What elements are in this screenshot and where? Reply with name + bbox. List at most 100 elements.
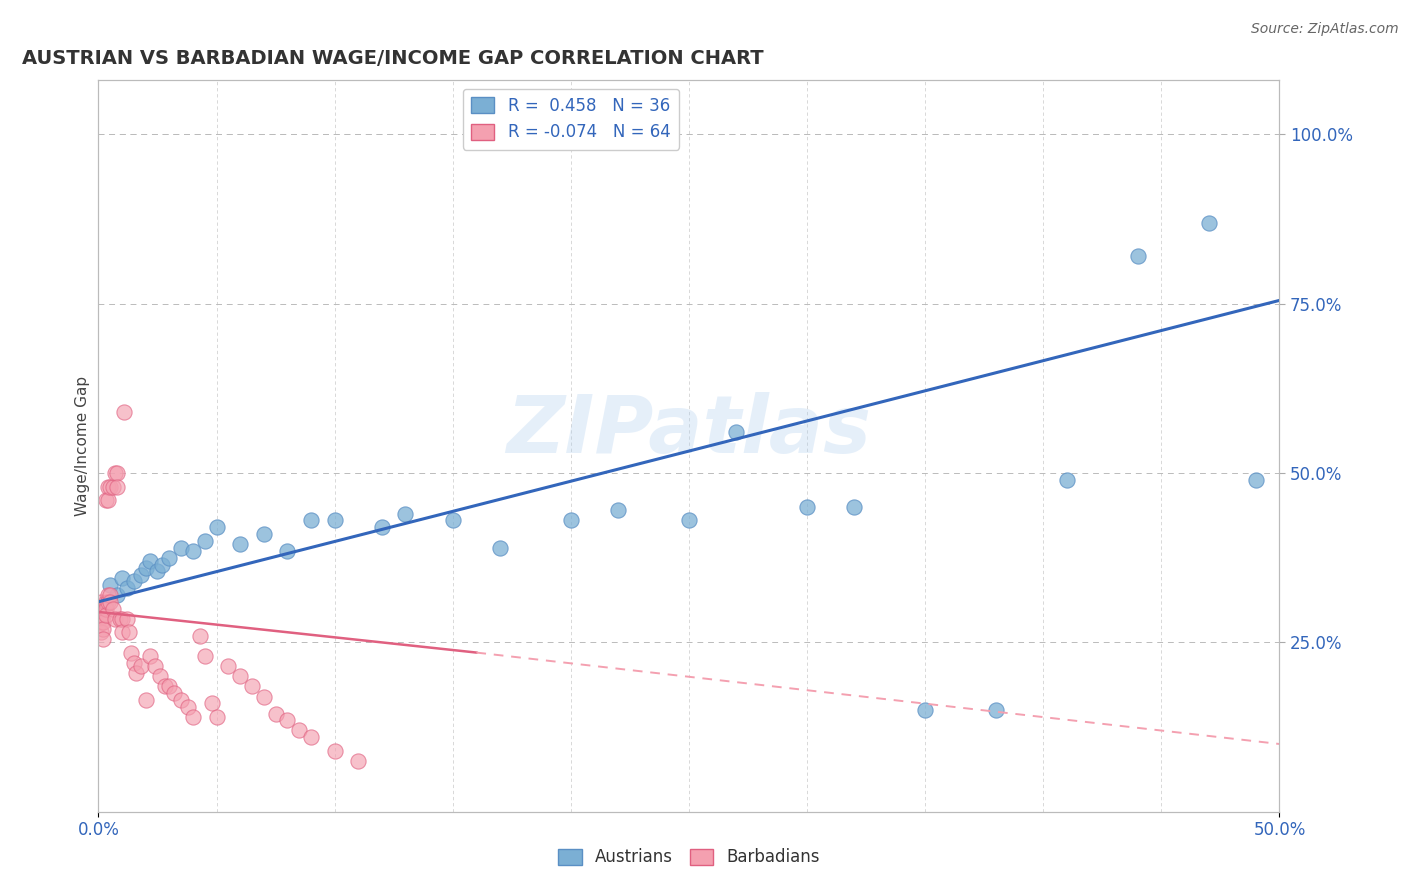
Point bbox=[112, 405, 135, 419]
Point bbox=[98, 588, 121, 602]
Point bbox=[1126, 249, 1149, 263]
Point bbox=[217, 659, 239, 673]
Point bbox=[87, 612, 110, 626]
Point bbox=[87, 618, 110, 632]
Point bbox=[104, 466, 127, 480]
Point bbox=[97, 480, 120, 494]
Point bbox=[984, 703, 1007, 717]
Point bbox=[276, 544, 298, 558]
Point bbox=[150, 558, 173, 572]
Point bbox=[253, 527, 276, 541]
Point bbox=[105, 466, 128, 480]
Point bbox=[122, 656, 145, 670]
Point bbox=[1198, 215, 1220, 229]
Point bbox=[163, 686, 186, 700]
Point bbox=[394, 507, 416, 521]
Point bbox=[678, 514, 700, 528]
Point bbox=[121, 646, 143, 660]
Point bbox=[94, 595, 117, 609]
Y-axis label: Wage/Income Gap: Wage/Income Gap bbox=[75, 376, 90, 516]
Point bbox=[101, 601, 124, 615]
Point bbox=[201, 697, 224, 711]
Point bbox=[607, 503, 630, 517]
Text: ZIPatlas: ZIPatlas bbox=[506, 392, 872, 470]
Point bbox=[139, 554, 162, 568]
Point bbox=[347, 754, 370, 768]
Point bbox=[229, 669, 252, 683]
Point bbox=[111, 625, 134, 640]
Point bbox=[90, 608, 112, 623]
Point bbox=[194, 648, 217, 663]
Point bbox=[91, 622, 114, 636]
Point bbox=[264, 706, 287, 721]
Point bbox=[135, 693, 157, 707]
Point bbox=[94, 601, 117, 615]
Point bbox=[177, 699, 200, 714]
Point bbox=[91, 632, 114, 646]
Point bbox=[441, 514, 464, 528]
Point bbox=[98, 480, 121, 494]
Point bbox=[170, 693, 193, 707]
Point bbox=[90, 625, 112, 640]
Point bbox=[105, 588, 128, 602]
Point bbox=[111, 612, 134, 626]
Point bbox=[115, 612, 138, 626]
Point bbox=[371, 520, 394, 534]
Point bbox=[105, 480, 128, 494]
Point bbox=[181, 710, 204, 724]
Point bbox=[111, 571, 134, 585]
Point bbox=[87, 605, 110, 619]
Point bbox=[560, 514, 582, 528]
Point bbox=[796, 500, 818, 514]
Point bbox=[157, 680, 180, 694]
Point bbox=[725, 425, 748, 440]
Point bbox=[97, 493, 120, 508]
Point bbox=[157, 550, 180, 565]
Point bbox=[98, 595, 121, 609]
Point bbox=[253, 690, 276, 704]
Point bbox=[205, 520, 228, 534]
Point bbox=[288, 723, 311, 738]
Point bbox=[146, 564, 169, 578]
Point bbox=[194, 533, 217, 548]
Point bbox=[276, 714, 298, 728]
Point bbox=[104, 612, 127, 626]
Point bbox=[108, 612, 131, 626]
Point bbox=[135, 561, 157, 575]
Point bbox=[94, 608, 117, 623]
Point bbox=[489, 541, 512, 555]
Point bbox=[122, 574, 145, 589]
Point bbox=[149, 669, 172, 683]
Point bbox=[90, 615, 112, 629]
Point bbox=[90, 601, 112, 615]
Point bbox=[118, 625, 141, 640]
Point bbox=[153, 680, 176, 694]
Point bbox=[125, 665, 148, 680]
Point bbox=[229, 537, 252, 551]
Text: AUSTRIAN VS BARBADIAN WAGE/INCOME GAP CORRELATION CHART: AUSTRIAN VS BARBADIAN WAGE/INCOME GAP CO… bbox=[21, 48, 763, 68]
Point bbox=[115, 581, 138, 595]
Point bbox=[97, 595, 120, 609]
Point bbox=[188, 629, 211, 643]
Point bbox=[143, 659, 166, 673]
Point bbox=[91, 601, 114, 615]
Point bbox=[1244, 473, 1267, 487]
Point bbox=[323, 514, 346, 528]
Point bbox=[97, 588, 120, 602]
Legend: Austrians, Barbadians: Austrians, Barbadians bbox=[551, 841, 827, 873]
Point bbox=[90, 595, 112, 609]
Text: Source: ZipAtlas.com: Source: ZipAtlas.com bbox=[1251, 22, 1399, 37]
Point bbox=[94, 493, 117, 508]
Point bbox=[98, 578, 121, 592]
Point bbox=[205, 710, 228, 724]
Point bbox=[181, 544, 204, 558]
Point bbox=[139, 648, 162, 663]
Point bbox=[844, 500, 866, 514]
Point bbox=[170, 541, 193, 555]
Point bbox=[101, 480, 124, 494]
Point bbox=[91, 615, 114, 629]
Point bbox=[129, 659, 152, 673]
Point bbox=[91, 608, 114, 623]
Point bbox=[1056, 473, 1078, 487]
Point bbox=[299, 514, 322, 528]
